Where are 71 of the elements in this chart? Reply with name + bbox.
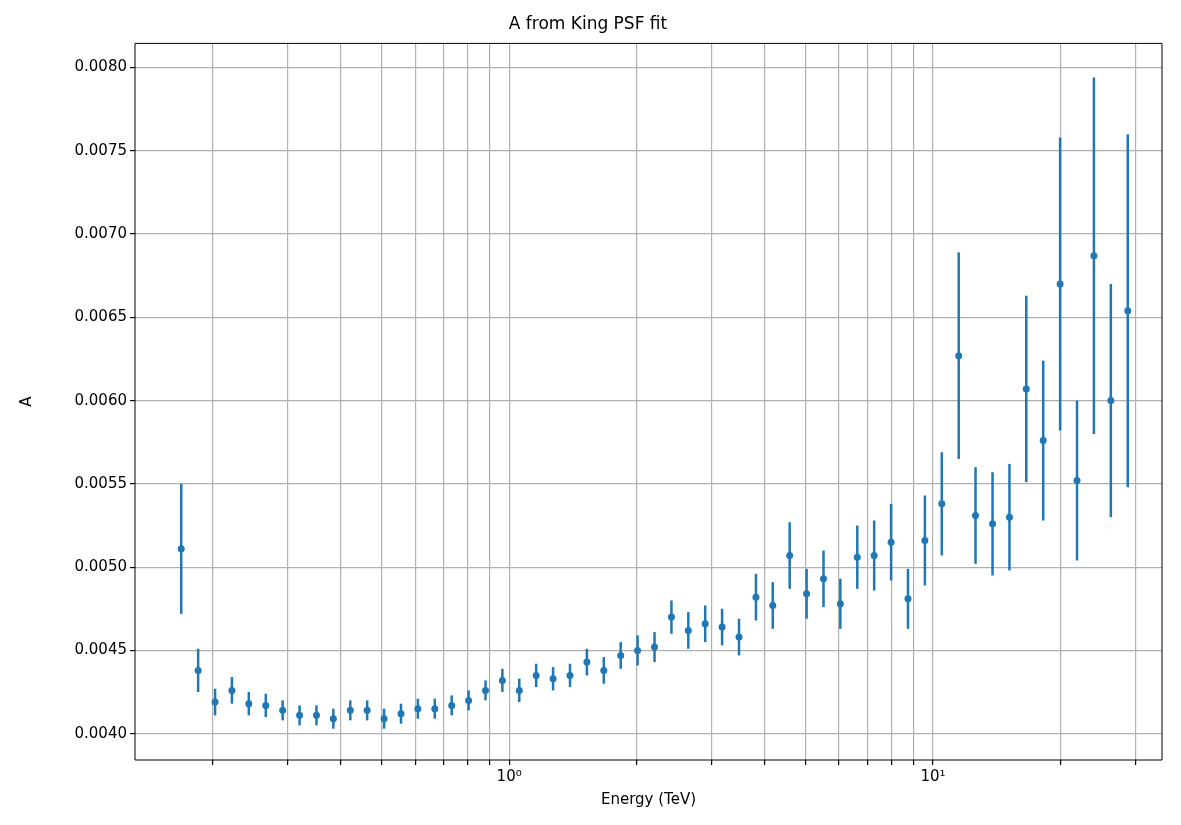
point [1124,307,1132,315]
point [549,675,557,683]
point [972,512,980,520]
point [938,500,946,508]
point [955,352,963,360]
point [566,671,574,679]
chart-title: A from King PSF fit [508,12,668,33]
point [448,701,456,709]
point [803,590,811,598]
point [1073,477,1081,485]
point [380,715,388,723]
point [177,545,185,553]
point [482,686,489,694]
point [346,706,354,714]
point [194,666,202,674]
y-tick-label: 0.0080 [74,57,127,76]
point [1022,385,1030,393]
point [684,626,692,634]
point [211,698,219,706]
x-tick-label: 10⁰ [496,766,522,785]
point [414,705,422,713]
point [786,552,794,559]
point [718,623,726,631]
point [245,700,253,708]
point [701,620,709,628]
point [363,706,371,714]
x-tick-label: 10¹ [920,766,946,785]
point [1056,280,1064,288]
point [769,601,777,609]
point [853,553,861,561]
point [312,711,320,719]
point [1090,252,1098,260]
point [329,715,337,723]
point [532,671,540,679]
point [836,600,844,608]
point [397,710,405,718]
point [583,658,591,666]
point [228,686,236,694]
y-tick-label: 0.0040 [74,723,127,742]
point [465,696,473,704]
x-axis-title: Energy (TeV) [600,789,697,808]
point [634,646,642,654]
point [515,686,523,694]
point [279,706,287,714]
point [904,595,912,603]
y-tick-label: 0.0075 [74,140,127,159]
point [667,613,675,621]
y-tick-label: 0.0045 [74,640,127,659]
point [262,701,270,709]
y-tick-label: 0.0055 [74,473,127,492]
point [921,537,929,545]
point [296,711,304,719]
point [887,538,895,546]
point [498,676,506,684]
point [617,651,625,659]
point [870,552,878,559]
y-tick-label: 0.0065 [74,307,127,326]
point [820,575,828,583]
y-axis-title: A [16,395,35,407]
point [431,705,439,713]
point [651,643,659,651]
y-tick-label: 0.0060 [74,390,127,409]
y-tick-label: 0.0070 [74,223,127,242]
point [600,666,608,674]
point [989,520,997,528]
point [752,593,760,601]
point [1005,513,1013,521]
y-tick-label: 0.0050 [74,557,127,576]
point [1039,437,1047,445]
point [1107,397,1115,405]
point [735,633,743,641]
